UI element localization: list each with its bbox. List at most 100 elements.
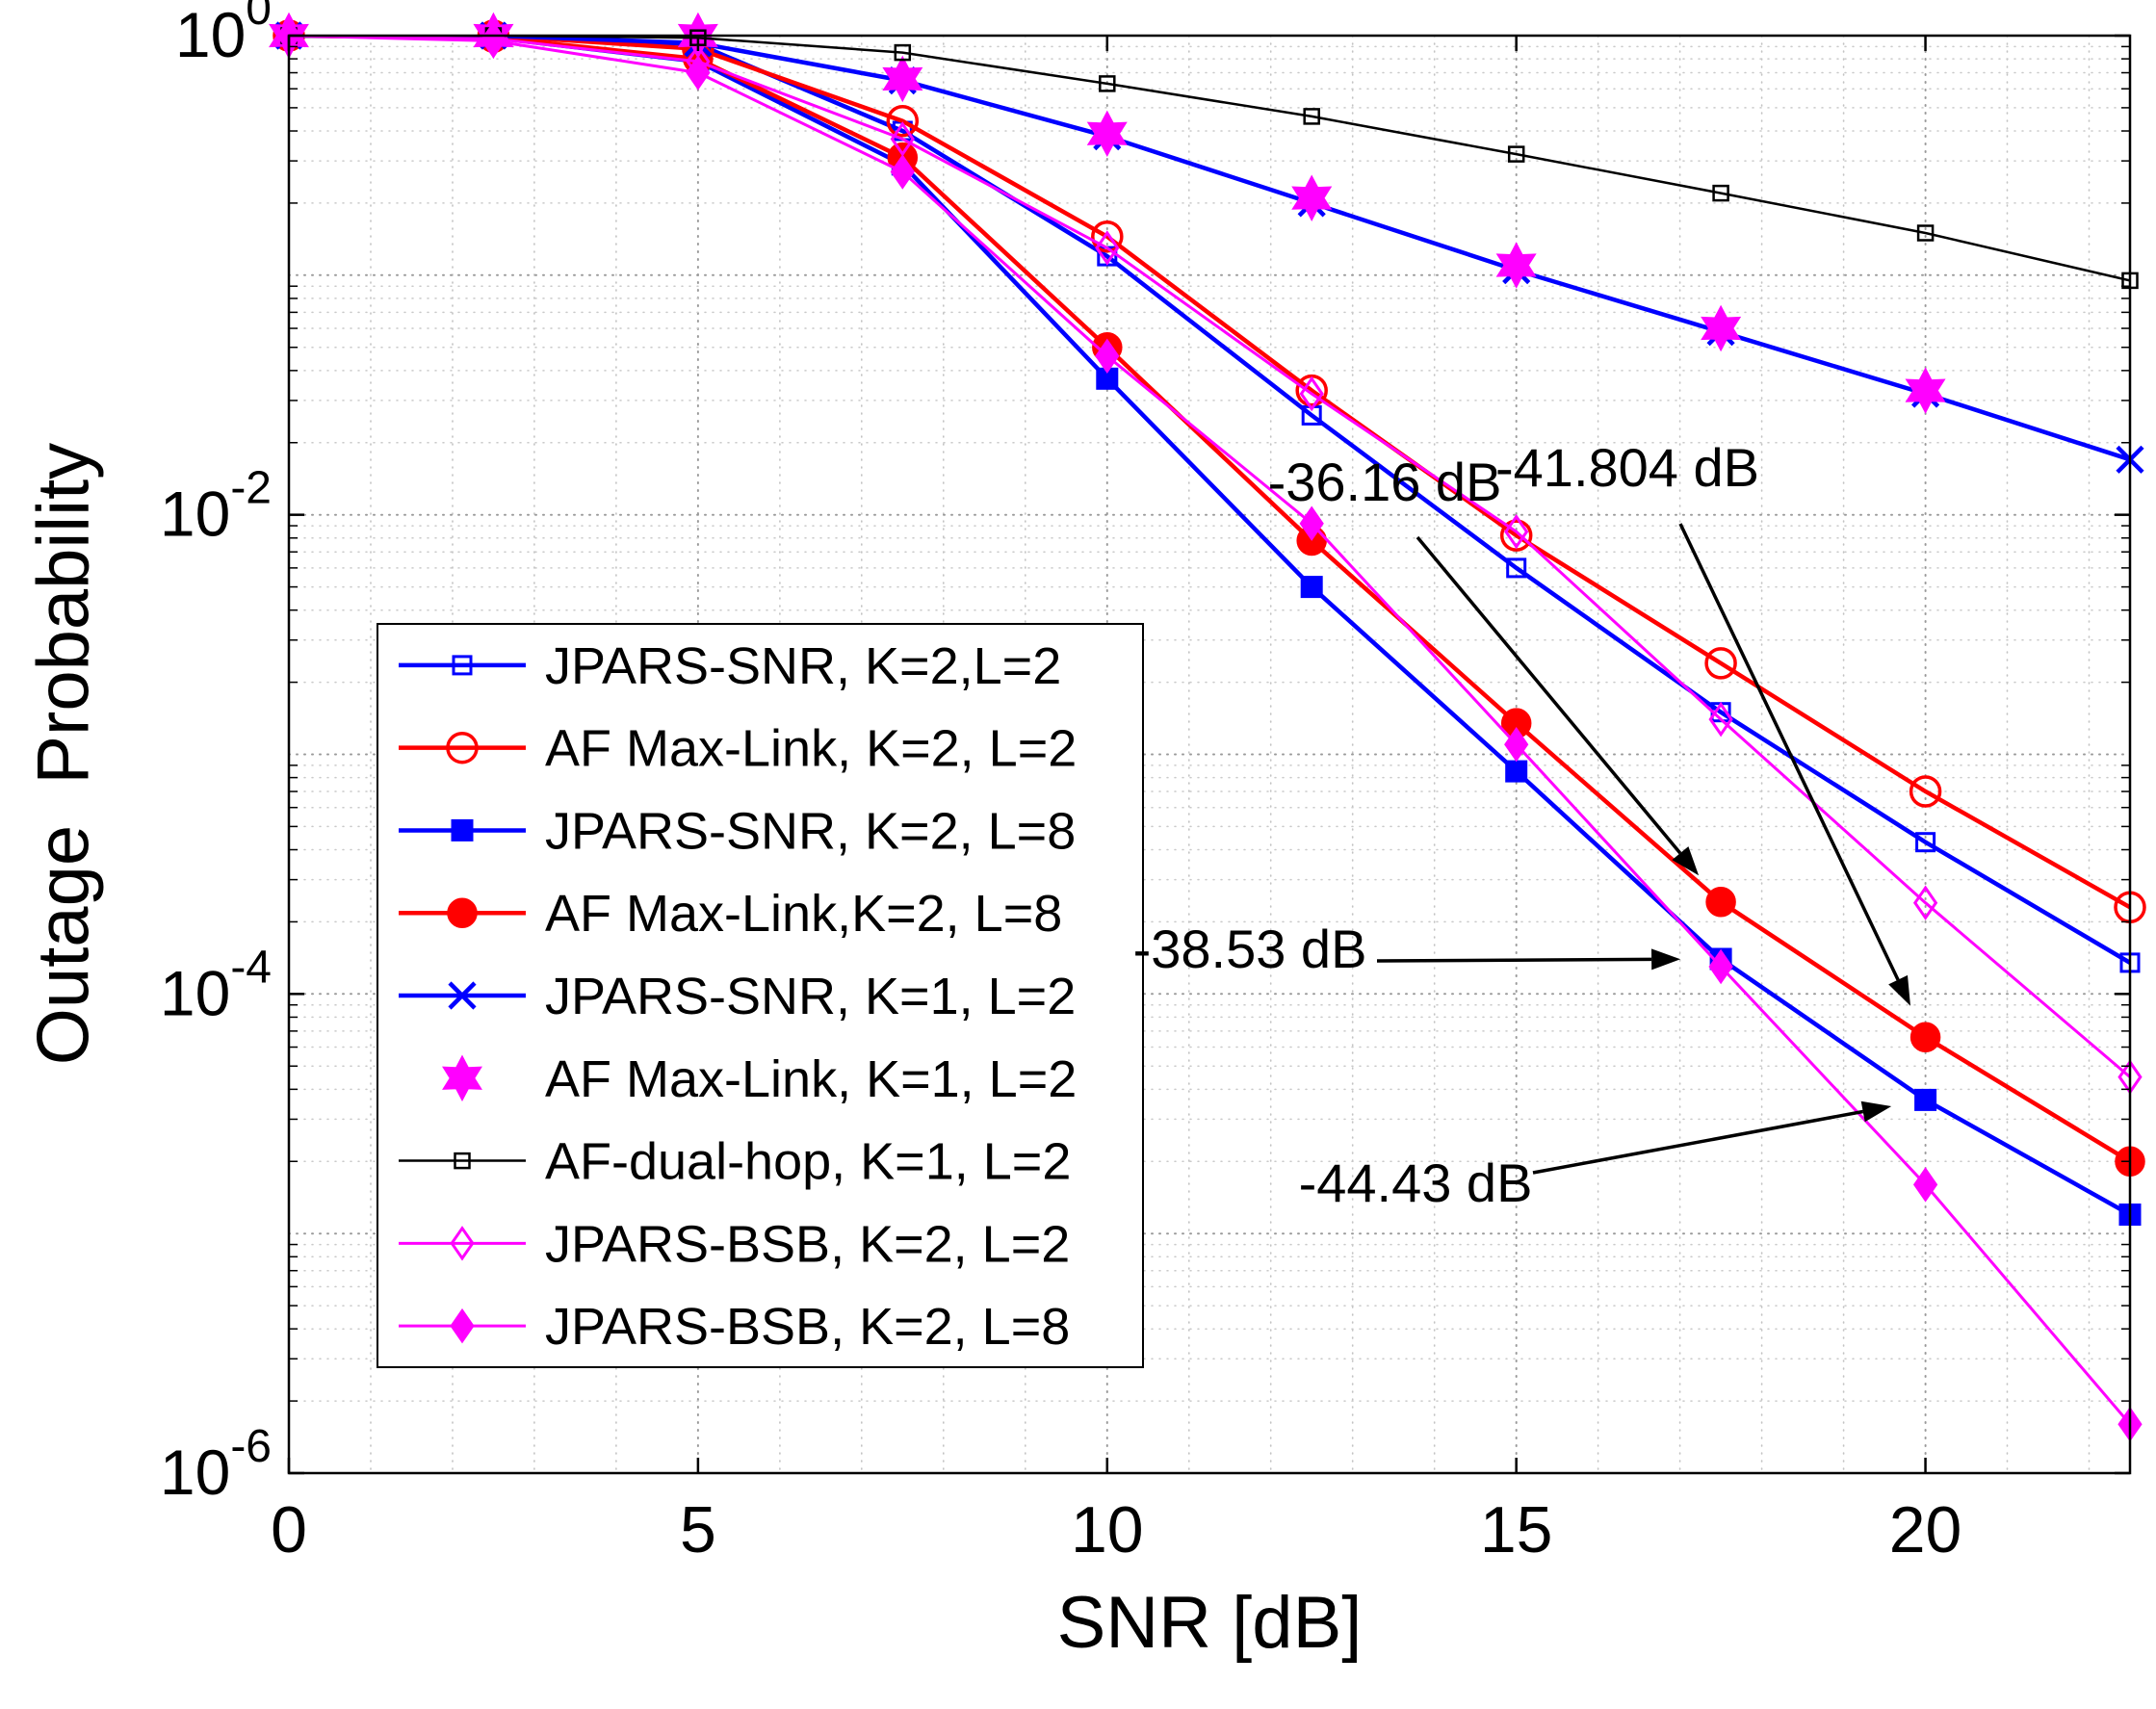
marker: [1303, 108, 1320, 125]
marker: [1912, 885, 1938, 920]
marker: [890, 154, 915, 190]
y-tick-label: 10-4: [160, 942, 272, 1028]
annotation-41-804-db: -41.804 dB: [1495, 437, 1910, 1006]
marker: [886, 104, 920, 138]
marker: [1909, 775, 1942, 808]
legend-item-jpars-bsb-k-2-l-2: JPARS-BSB, K=2, L=2: [399, 1215, 1070, 1273]
x-tick-label: 10: [1071, 1493, 1144, 1567]
series-markers: [274, 21, 2144, 474]
marker: [442, 1054, 482, 1102]
annotation-arrowhead: [1860, 1100, 1892, 1123]
series-jpars-snr-k-1-l-2: [274, 21, 2144, 474]
annotations: -36.16 dB-41.804 dB -38.53 dB -44.43 dB: [1133, 437, 1910, 1213]
legend: JPARS-SNR, K=2,L=2 AF Max-Link, K=2, L=2 J…: [377, 623, 1144, 1368]
legend-item-jpars-snr-k-1-l-2: JPARS-SNR, K=1, L=2: [399, 968, 1076, 1025]
marker: [1086, 110, 1128, 158]
marker: [1504, 513, 1529, 550]
marker: [1705, 887, 1736, 918]
annotation-label: -38.53 dB: [1133, 919, 1367, 979]
marker: [1708, 701, 1733, 738]
annotation-label: -36.16 dB: [1268, 452, 1502, 512]
annotation-arrow: [1376, 957, 1652, 963]
marker: [454, 1152, 471, 1170]
axes-box: [287, 34, 2132, 1475]
marker: [1701, 304, 1742, 352]
y-axis-label: Outage Probability: [22, 442, 105, 1066]
marker: [1712, 184, 1729, 202]
marker: [882, 55, 923, 103]
legend-label: JPARS-SNR, K=2, L=8: [545, 802, 1076, 860]
annotation-arrowhead: [1888, 974, 1910, 1006]
marker: [1704, 647, 1737, 680]
annotation-arrow: [1416, 535, 1682, 855]
x-axis-label: SNR [dB]: [1056, 1582, 1363, 1664]
y-tick-label: 10-2: [160, 463, 272, 550]
series-af-dual-hop-k-1-l-2: [280, 27, 2139, 290]
legend-item-af-dual-hop-k-1-l-2: AF-dual-hop, K=1, L=2: [399, 1133, 1071, 1191]
annotation-label: -41.804 dB: [1495, 437, 1759, 498]
annotation-label: -44.43 dB: [1299, 1152, 1533, 1213]
marker: [686, 55, 711, 91]
series-line: [289, 36, 2130, 1078]
annotation-arrow: [1678, 523, 1900, 981]
axes: 0 5 10 15 20 100 10-2 10-4 10-6: [160, 0, 2132, 1567]
x-tick-label: 0: [271, 1493, 307, 1567]
marker: [1915, 832, 1936, 853]
marker: [1914, 1088, 1937, 1111]
marker: [1291, 174, 1333, 221]
series-jpars-bsb-k-2-l-8: [276, 17, 2143, 1442]
marker: [447, 897, 478, 928]
legend-item-jpars-bsb-k-2-l-8: JPARS-BSB, K=2, L=8: [399, 1298, 1070, 1356]
marker: [1916, 224, 1935, 242]
marker: [1095, 338, 1120, 375]
series-line: [289, 36, 2130, 462]
legend-item-jpars-snr-k-2-l-2: JPARS-SNR, K=2,L=2: [399, 637, 1061, 695]
annotation-38-53-db: -38.53 dB: [1133, 919, 1681, 979]
legend-label: JPARS-BSB, K=2, L=8: [545, 1298, 1070, 1356]
marker: [890, 121, 915, 157]
y-tick-label: 100: [175, 0, 272, 70]
legend-label: AF Max-Link, K=2, L=2: [545, 720, 1077, 778]
legend-label: AF Max-Link, K=1, L=2: [545, 1050, 1077, 1108]
marker: [450, 1308, 475, 1344]
series-markers: [269, 12, 1946, 414]
legend-label: AF-dual-hop, K=1, L=2: [545, 1133, 1071, 1191]
legend-item-af-max-link-k-2-l-8: AF Max-Link,K=2, L=8: [399, 885, 1062, 943]
marker: [1099, 75, 1116, 92]
marker: [1299, 505, 1324, 541]
marker: [1506, 557, 1527, 579]
marker: [1905, 367, 1946, 414]
marker: [1300, 576, 1323, 599]
marker: [450, 1226, 475, 1261]
marker: [451, 818, 474, 842]
x-tick-label: 15: [1480, 1493, 1553, 1567]
marker: [1708, 948, 1733, 985]
legend-item-af-max-link-k-2-l-2: AF Max-Link, K=2, L=2: [399, 720, 1077, 778]
series-line: [289, 36, 2130, 1426]
series-markers: [276, 17, 2143, 1442]
legend-item-jpars-snr-k-2-l-8: JPARS-SNR, K=2, L=8: [399, 802, 1076, 860]
x-tick-label: 20: [1889, 1493, 1962, 1567]
marker: [452, 655, 473, 676]
legend-label: JPARS-BSB, K=2, L=2: [545, 1215, 1070, 1273]
marker: [1507, 145, 1525, 163]
y-tick-label: 10-6: [160, 1421, 272, 1508]
series-af-max-link-k-1-l-2: [269, 12, 1946, 414]
marker: [1504, 726, 1529, 763]
annotation-44-43-db: -44.43 dB: [1299, 1100, 1892, 1213]
marker: [446, 731, 479, 764]
series-line: [289, 36, 2130, 910]
x-tick-label: 5: [680, 1493, 716, 1567]
annotation-arrowhead: [1651, 948, 1681, 971]
grid: [288, 35, 2131, 1474]
legend-label: AF Max-Link,K=2, L=8: [545, 885, 1062, 943]
annotation-36-16-db: -36.16 dB: [1268, 452, 1700, 876]
series-line: [289, 36, 2130, 1164]
legend-item-af-max-link-k-1-l-2: AF Max-Link, K=1, L=2: [442, 1050, 1077, 1108]
annotation-arrowhead: [1672, 846, 1700, 876]
legend-label: JPARS-SNR, K=1, L=2: [545, 968, 1076, 1025]
marker: [894, 43, 912, 62]
marker: [1912, 1167, 1938, 1203]
